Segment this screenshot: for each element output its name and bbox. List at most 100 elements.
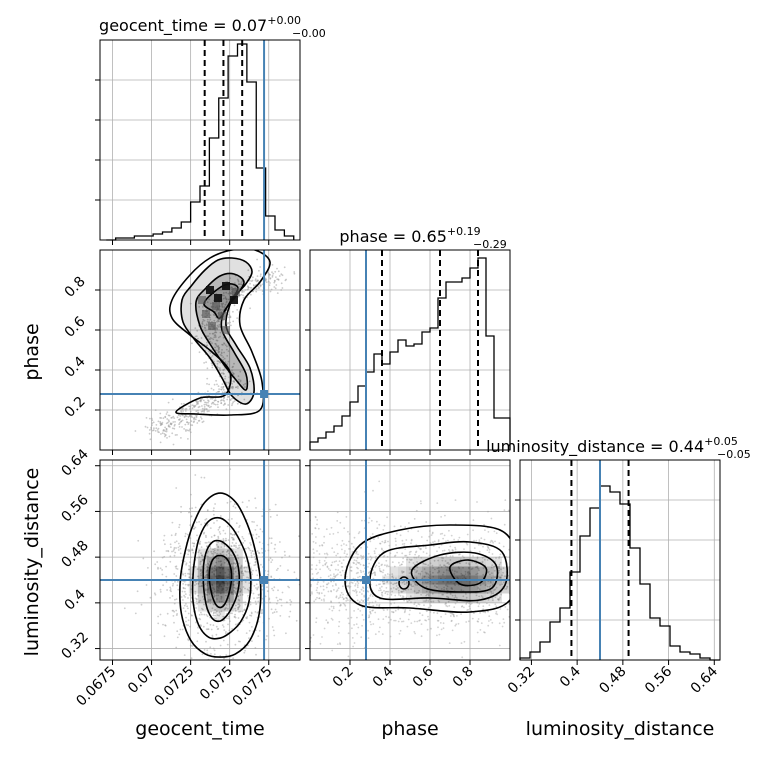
density-cell [422,557,430,567]
scatter-point [350,616,353,619]
scatter-point [222,626,225,628]
scatter-point [472,555,474,557]
scatter-point [493,565,495,568]
scatter-point [195,607,198,609]
scatter-point [428,530,431,532]
scatter-point [433,559,436,562]
scatter-point [172,615,175,617]
scatter-point [353,610,355,612]
scatter-point [406,601,409,603]
scatter-point [381,591,384,594]
scatter-point [189,302,192,305]
density-cell [462,557,470,567]
scatter-point [197,626,199,629]
scatter-point [369,540,372,543]
scatter-point [330,580,332,583]
scatter-point [241,291,244,293]
scatter-point [418,603,421,606]
scatter-point [413,556,416,559]
scatter-point [150,426,153,429]
scatter-point [223,657,225,660]
scatter-point [185,415,188,418]
scatter-point [376,604,378,606]
scatter-point [487,624,490,627]
scatter-point [312,540,315,543]
scatter-point [226,617,228,620]
scatter-point [190,493,192,496]
scatter-point [172,583,175,585]
scatter-point [169,555,172,558]
scatter-point [419,547,421,550]
scatter-point [215,561,218,564]
scatter-point [171,584,174,587]
density-cell [222,282,230,290]
scatter-point [460,573,463,575]
scatter-point [346,585,349,588]
scatter-point [175,487,178,489]
scatter-point [341,566,344,568]
scatter-point [215,625,218,628]
scatter-point [243,557,246,559]
scatter-point [231,542,234,544]
scatter-point [178,523,181,526]
scatter-point [157,622,160,625]
scatter-point [395,588,398,591]
density-cell [224,602,234,612]
scatter-point [468,563,471,566]
scatter-point [405,539,408,541]
scatter-point [163,534,166,537]
density-cell [470,566,478,576]
scatter-point [187,423,190,425]
scatter-point [219,308,222,311]
scatter-point [475,594,478,597]
scatter-point [337,587,340,590]
scatter-point [395,585,398,587]
scatter-point [149,596,152,599]
scatter-point [247,286,250,288]
scatter-point [437,559,439,562]
scatter-point [393,582,396,585]
scatter-point [207,562,210,565]
scatter-point [493,576,496,578]
density-cell [486,584,494,594]
scatter-point [249,603,252,606]
scatter-point [504,606,507,608]
scatter-point [257,551,260,554]
scatter-point [424,619,426,621]
scatter-point [336,543,339,546]
scatter-point [199,568,202,571]
scatter-point [330,564,333,566]
scatter-point [359,563,362,566]
scatter-point [374,566,377,568]
scatter-point [379,570,382,573]
scatter-point [355,563,358,566]
scatter-point [228,298,230,301]
scatter-point [345,597,348,599]
scatter-point [403,580,405,583]
scatter-point [219,367,221,369]
scatter-point [268,274,270,276]
scatter-point [478,595,480,598]
panel-luminosity_distance-vs-geocent_time: 0.0675 0.070.0725 0.0750.07750.320.40.480.… [58,446,301,709]
scatter-point [356,561,359,564]
scatter-point [274,551,277,553]
scatter-point [244,601,247,604]
scatter-point [199,599,202,602]
scatter-point [450,534,453,537]
scatter-point [367,616,370,619]
scatter-point [260,563,262,566]
scatter-point [161,573,164,576]
scatter-point [442,573,444,576]
scatter-point [194,584,196,586]
scatter-point [499,553,502,556]
scatter-point [278,598,281,601]
scatter-point [425,521,428,523]
scatter-point [180,411,183,413]
scatter-point [416,584,419,587]
scatter-point [187,438,189,440]
scatter-point [232,657,235,660]
scatter-point [368,562,370,565]
scatter-point [401,620,403,623]
density-cell [494,557,502,567]
scatter-point [225,654,228,656]
